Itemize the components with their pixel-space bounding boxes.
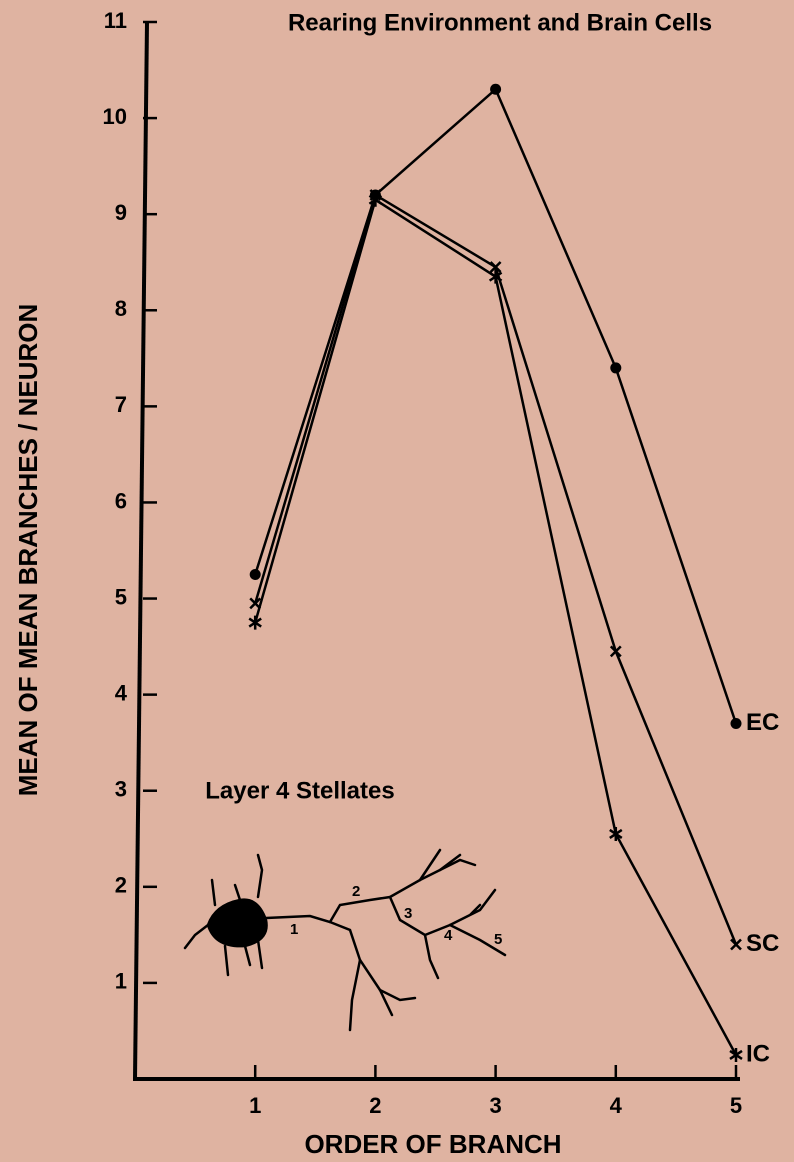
- x-axis-title: ORDER OF BRANCH: [304, 1129, 561, 1159]
- marker: [609, 645, 622, 658]
- series-line: [253, 197, 738, 1056]
- y-tick-label: 1: [115, 969, 127, 994]
- series-line: [254, 87, 738, 724]
- marker: [730, 938, 742, 951]
- y-tick-label: 2: [115, 873, 127, 898]
- series-line: [254, 193, 738, 945]
- marker-x: [609, 645, 622, 658]
- series-label: IC: [746, 1040, 770, 1067]
- marker: [729, 1047, 743, 1062]
- y-tick-label: 8: [115, 296, 127, 321]
- y-tick-label: 3: [115, 777, 127, 802]
- series-label: EC: [746, 709, 779, 736]
- neuron-label: 1: [290, 921, 298, 938]
- y-tick-label: 10: [103, 104, 127, 129]
- y-tick-label: 7: [115, 392, 127, 417]
- x-tick-label: 5: [730, 1093, 742, 1118]
- marker: [730, 717, 742, 729]
- y-tick-label: 4: [115, 680, 128, 705]
- neuron-label: 5: [494, 931, 502, 948]
- annotation: Layer 4 Stellates: [205, 777, 394, 804]
- marker: [248, 615, 262, 630]
- neuron-label: 4: [444, 927, 453, 944]
- y-tick-label: 9: [115, 200, 127, 225]
- y-tick-label: 5: [115, 584, 127, 609]
- marker-star: [488, 269, 503, 284]
- neuron-label: 2: [352, 883, 360, 900]
- marker: [368, 192, 383, 207]
- neuron-label: 3: [404, 905, 412, 922]
- marker-star: [248, 615, 262, 630]
- chart-title: Rearing Environment and Brain Cells: [288, 9, 712, 36]
- marker-dot: [249, 569, 261, 581]
- neuron-drawing: [183, 848, 507, 1032]
- marker-x: [489, 261, 502, 273]
- marker-star: [609, 826, 623, 841]
- marker-dot: [490, 83, 502, 95]
- series-label: SC: [746, 930, 779, 957]
- x-tick-label: 2: [369, 1093, 381, 1118]
- marker: [488, 269, 503, 284]
- y-axis-title: MEAN OF MEAN BRANCHES / NEURON: [13, 304, 43, 797]
- x-tick-label: 4: [610, 1093, 623, 1118]
- y-axis: [133, 21, 149, 1080]
- marker: [489, 261, 502, 273]
- y-tick-label: 11: [104, 8, 127, 33]
- marker-star: [368, 192, 383, 207]
- y-tick-label: 6: [115, 488, 127, 513]
- marker: [490, 83, 502, 95]
- marker: [249, 569, 261, 581]
- neuron-labels: 1 2 3 4 5: [290, 883, 502, 948]
- marker-star: [729, 1047, 743, 1062]
- marker: [609, 826, 623, 841]
- x-tick-label: 3: [489, 1093, 501, 1118]
- marker-x: [730, 938, 742, 951]
- marker-dot: [730, 717, 742, 729]
- marker: [610, 362, 622, 374]
- x-tick-label: 1: [249, 1093, 261, 1118]
- marker-dot: [610, 362, 622, 374]
